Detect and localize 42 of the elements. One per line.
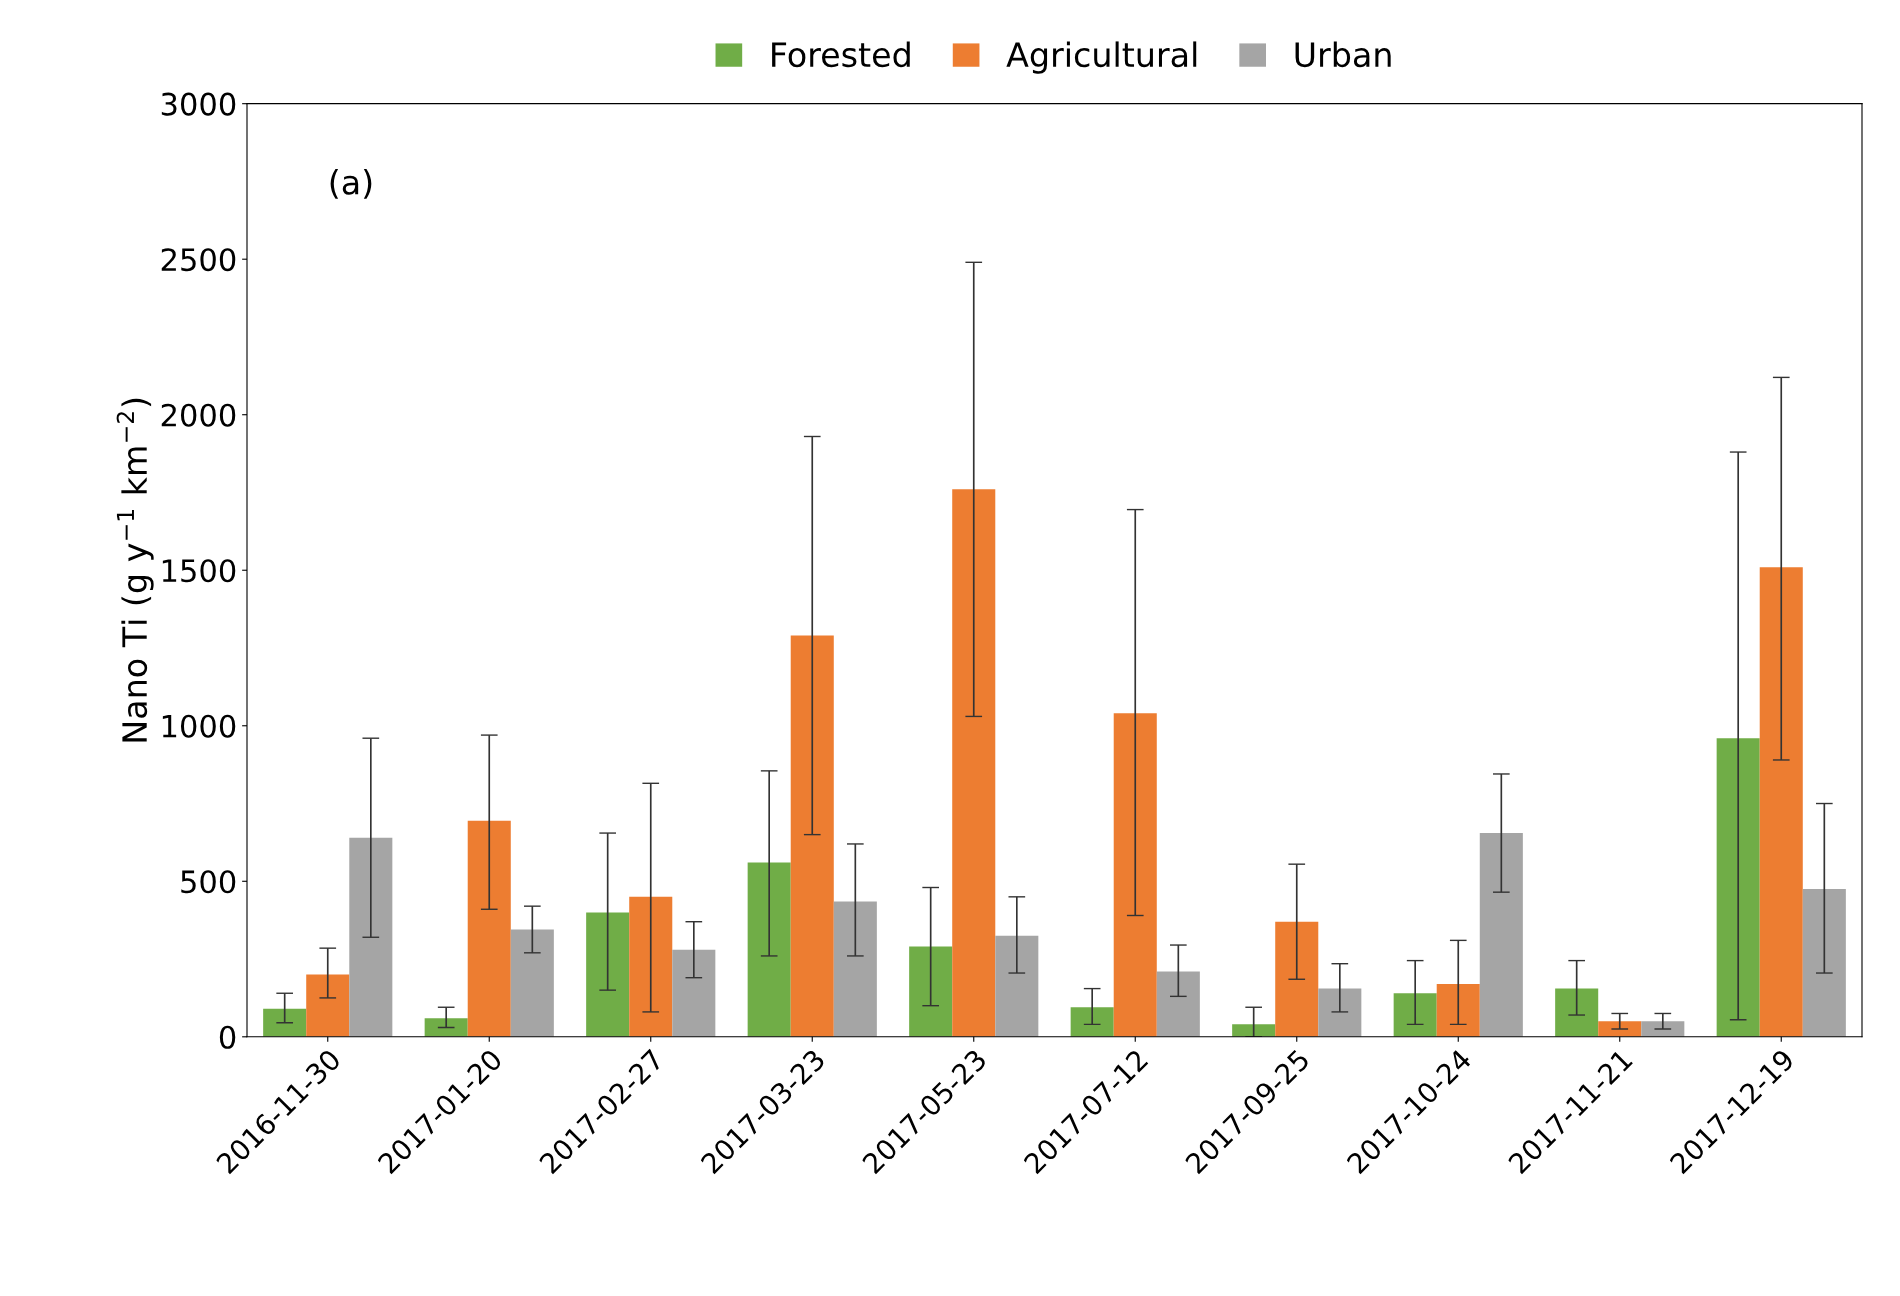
bar (1232, 1024, 1276, 1037)
y-tick-label: 500 (181, 870, 236, 894)
bar (349, 837, 393, 1037)
y-tick-label: 2000 (161, 403, 236, 427)
legend-label: Forested (772, 41, 910, 68)
bar (629, 896, 673, 1037)
bar (1070, 1007, 1114, 1037)
bar (1716, 738, 1760, 1037)
bar (672, 949, 716, 1037)
y-tick-label: 0 (219, 1025, 236, 1049)
bar (833, 901, 877, 1037)
bar (1156, 971, 1200, 1037)
bar (1436, 983, 1480, 1037)
legend-label: Urban (1295, 41, 1391, 68)
bar (1641, 1021, 1685, 1037)
bar (1598, 1021, 1642, 1037)
y-tick-label: 1000 (162, 714, 236, 738)
bar (467, 820, 511, 1037)
bar (1113, 713, 1157, 1037)
y-tick-label: 3000 (161, 92, 236, 116)
bar (1759, 567, 1803, 1037)
legend-label: Agricultural (1006, 41, 1197, 74)
bar (586, 912, 630, 1037)
bar (1802, 889, 1846, 1037)
bar (1275, 921, 1319, 1037)
bar (1479, 833, 1523, 1037)
bar (424, 1018, 468, 1037)
y-axis-title: Nano Ti (g y$^{−1}$ km$^{−2}$) (116, 398, 154, 742)
bar (306, 974, 350, 1037)
bar (952, 489, 996, 1037)
bar (510, 929, 554, 1037)
bar (1393, 993, 1437, 1037)
bar (1555, 988, 1599, 1037)
bar (790, 635, 834, 1037)
bar (263, 1008, 307, 1037)
bar (747, 862, 791, 1037)
annotation: (a) (330, 169, 372, 199)
y-tick-label: 1500 (162, 559, 236, 583)
bar (995, 935, 1039, 1037)
bar (1318, 988, 1362, 1037)
y-tick-label: 2500 (161, 248, 236, 272)
bar (909, 946, 953, 1037)
